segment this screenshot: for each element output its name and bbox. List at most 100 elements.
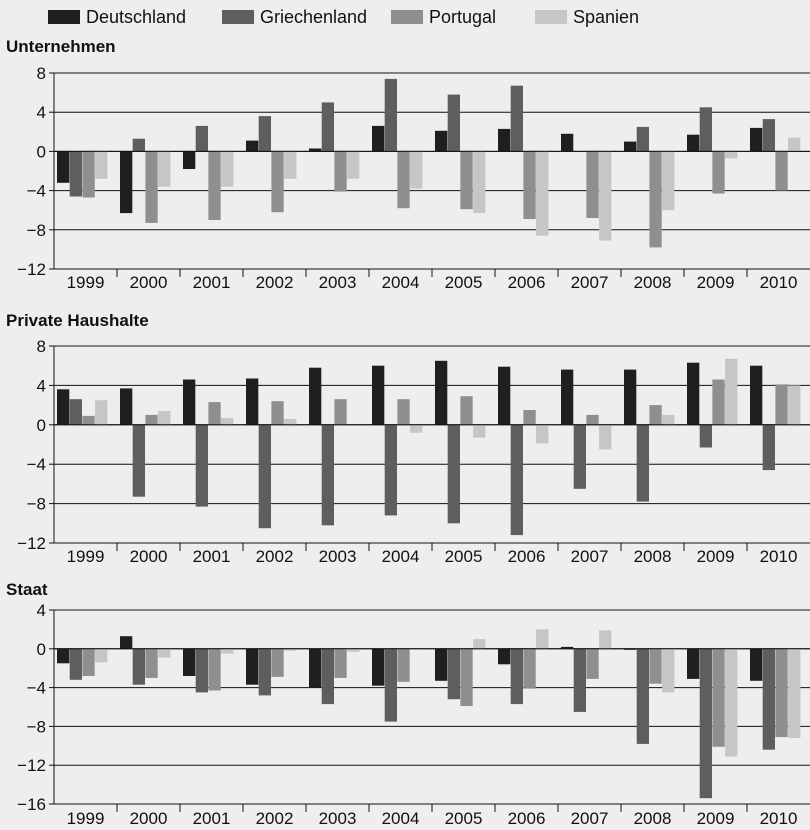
y-tick-label: 0: [37, 416, 46, 435]
legend-item-griechenland: Griechenland: [222, 6, 367, 28]
legend-swatch-spanien: [535, 10, 567, 24]
bar-deutschland-2007: [561, 646, 574, 649]
bar-griechenland-2002: [258, 424, 271, 529]
bar-spanien-1999: [95, 400, 108, 425]
y-tick-label: 8: [37, 64, 46, 83]
y-tick-label: −12: [17, 756, 46, 775]
x-tick-label: 2010: [760, 809, 798, 828]
bar-portugal-2003: [334, 648, 347, 678]
x-tick-label: 2008: [634, 547, 672, 566]
bar-portugal-2005: [460, 648, 473, 706]
legend-label: Spanien: [573, 7, 640, 27]
bar-portugal-2006: [523, 648, 536, 689]
bar-spanien-2007: [599, 630, 612, 649]
bar-portugal-2003: [334, 151, 347, 192]
bar-portugal-2006: [523, 151, 536, 219]
bar-deutschland-2009: [687, 362, 700, 425]
bar-griechenland-2003: [321, 424, 334, 526]
bar-deutschland-2009: [687, 648, 700, 679]
x-tick-label: 1999: [67, 547, 105, 566]
x-tick-label: 2000: [130, 809, 168, 828]
bar-griechenland-2005: [447, 648, 460, 700]
bar-spanien-2005: [473, 639, 486, 649]
legend-item-portugal: Portugal: [391, 6, 496, 28]
x-tick-label: 2009: [697, 547, 735, 566]
bar-spanien-2007: [599, 151, 612, 241]
y-tick-label: −12: [17, 260, 46, 279]
y-tick-label: −8: [27, 221, 46, 240]
bar-deutschland-2003: [309, 367, 322, 425]
bar-griechenland-2007: [573, 648, 586, 712]
bar-portugal-2000: [145, 648, 158, 678]
bar-deutschland-2005: [435, 648, 448, 681]
x-tick-label: 2004: [382, 547, 420, 566]
bar-portugal-2007: [586, 151, 599, 218]
bar-griechenland-2010: [762, 119, 775, 152]
bar-griechenland-2000: [132, 424, 145, 497]
x-tick-label: 2002: [256, 809, 294, 828]
bar-portugal-2008: [649, 405, 662, 425]
bar-portugal-2007: [586, 414, 599, 425]
bar-griechenland-2003: [321, 648, 334, 705]
bar-spanien-2003: [347, 648, 360, 652]
bar-deutschland-2000: [120, 388, 133, 425]
bar-portugal-2002: [271, 401, 284, 425]
bar-spanien-2004: [410, 151, 423, 189]
y-tick-label: 0: [37, 142, 46, 161]
bar-deutschland-2007: [561, 133, 574, 152]
x-tick-label: 2004: [382, 273, 420, 292]
x-tick-label: 2001: [193, 809, 231, 828]
bar-griechenland-2010: [762, 648, 775, 750]
bar-griechenland-2006: [510, 648, 523, 705]
bar-portugal-2008: [649, 648, 662, 684]
panel-title-unternehmen: Unternehmen: [6, 37, 116, 56]
bar-spanien-2002: [284, 418, 297, 425]
bar-spanien-2010: [788, 648, 801, 738]
bar-griechenland-2002: [258, 648, 271, 696]
bar-portugal-2005: [460, 151, 473, 210]
bar-deutschland-2004: [372, 365, 385, 425]
bar-portugal-2010: [775, 151, 788, 191]
bar-griechenland-2006: [510, 85, 523, 152]
bar-portugal-2003: [334, 399, 347, 425]
legend-item-spanien: Spanien: [535, 6, 639, 28]
x-tick-label: 2003: [319, 809, 357, 828]
bar-spanien-2006: [536, 151, 549, 236]
panel-title-staat: Staat: [6, 580, 48, 599]
legend-label: Portugal: [429, 7, 497, 27]
y-tick-label: 4: [37, 376, 46, 395]
bar-portugal-2009: [712, 379, 725, 425]
bar-griechenland-1999: [69, 151, 82, 197]
bar-spanien-2009: [725, 358, 738, 425]
bar-deutschland-2000: [120, 636, 133, 649]
bar-griechenland-2008: [636, 126, 649, 152]
y-tick-label: −4: [27, 455, 46, 474]
bar-spanien-2001: [221, 417, 234, 425]
x-tick-label: 2008: [634, 273, 672, 292]
bar-portugal-2000: [145, 151, 158, 223]
bar-griechenland-2001: [195, 424, 208, 507]
x-tick-label: 2003: [319, 547, 357, 566]
bar-griechenland-2007: [573, 424, 586, 489]
bar-spanien-1999: [95, 648, 108, 663]
bar-portugal-2010: [775, 648, 788, 738]
legend-swatch-griechenland: [222, 10, 254, 24]
x-tick-label: 2006: [508, 547, 546, 566]
bar-spanien-2008: [662, 648, 675, 693]
bar-griechenland-2002: [258, 116, 271, 152]
bar-portugal-1999: [82, 415, 95, 425]
bar-deutschland-2010: [750, 127, 763, 152]
bar-deutschland-2006: [498, 128, 511, 152]
legend-swatch-portugal: [391, 10, 423, 24]
bar-griechenland-2004: [384, 648, 397, 722]
bar-deutschland-2008: [624, 141, 637, 152]
bar-griechenland-2004: [384, 424, 397, 516]
x-tick-label: 2002: [256, 273, 294, 292]
y-tick-label: −16: [17, 795, 46, 814]
bar-deutschland-2006: [498, 648, 511, 665]
bar-portugal-2004: [397, 399, 410, 425]
bar-spanien-2002: [284, 648, 297, 651]
legend-label: Griechenland: [260, 7, 368, 27]
bar-deutschland-2009: [687, 134, 700, 152]
bar-portugal-2008: [649, 151, 662, 248]
